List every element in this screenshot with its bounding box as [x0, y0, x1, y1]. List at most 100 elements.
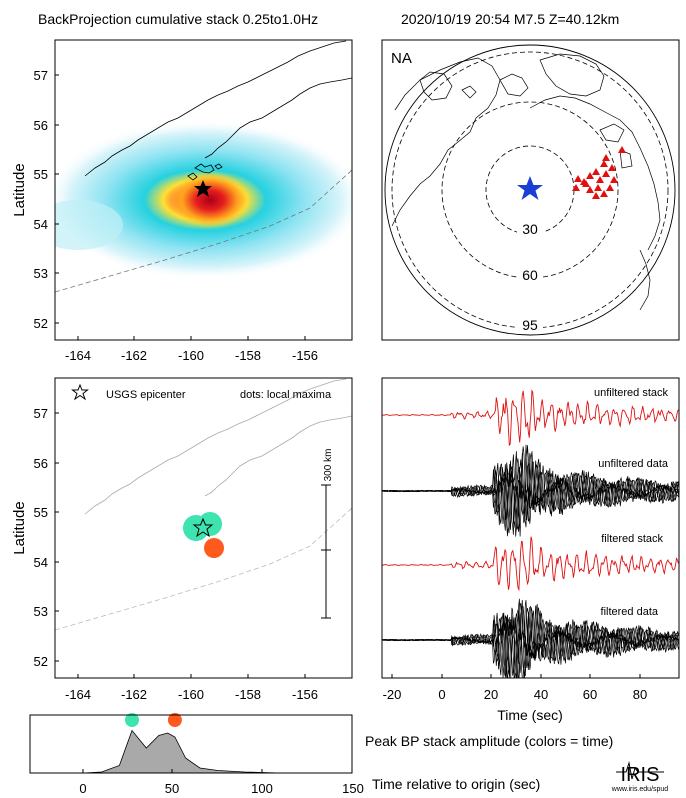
xtick: -164: [65, 348, 91, 363]
xtick: -162: [121, 348, 147, 363]
traces-panel: unfiltered stack unfiltered data filtere…: [381, 377, 680, 723]
iris-logo: IRIS www.iris.edu/spud: [611, 761, 669, 793]
peak-xlabel: Time relative to origin (sec): [372, 776, 541, 792]
maxima-xaxis: -164 -162 -160 -158 -156: [65, 674, 318, 702]
ytick: 55: [34, 167, 48, 182]
xtick: 0: [438, 687, 445, 702]
ytick: 55: [34, 505, 48, 520]
continent-greenland: [539, 53, 605, 97]
legend-dots-label: dots: local maxima: [240, 389, 332, 401]
maxima-frame: [54, 377, 353, 679]
legend-star-label: USGS epicenter: [106, 389, 186, 401]
trace-label: filtered stack: [601, 533, 663, 545]
peak-maximum-early: [125, 713, 139, 727]
data-trace: [382, 444, 679, 535]
ytick: 57: [34, 406, 48, 421]
epicenter-star: [192, 517, 214, 538]
bp-hotspot: [170, 172, 250, 228]
peak-area: [83, 729, 281, 774]
trace-filtered-data: [382, 598, 679, 678]
globe-outline: [384, 44, 676, 336]
coastline: [84, 40, 347, 177]
ring-label: 30: [522, 221, 538, 237]
ytick: 57: [34, 68, 48, 83]
ytick: 52: [34, 316, 48, 331]
epicenter-star: [194, 180, 212, 197]
xtick: 0: [79, 781, 86, 796]
xtick: -158: [235, 687, 261, 702]
trace-label: filtered data: [601, 606, 659, 618]
ytick: 54: [34, 217, 48, 232]
coastline-2: [204, 77, 352, 159]
globe-epicenter-star: [517, 176, 543, 200]
xtick: 80: [633, 687, 647, 702]
island-chain: [187, 163, 223, 181]
peak-xaxis: 0 50 100 150: [79, 769, 364, 796]
chart-title: BackProjection cumulative stack 0.25to1.…: [38, 11, 319, 27]
traces-frame: [381, 377, 680, 679]
xtick: 20: [484, 687, 498, 702]
maxima-panel: USGS epicenter dots: local maxima 300 km…: [11, 377, 353, 702]
bp-halo-left: [55, 200, 123, 250]
globe-region-label: NA: [391, 50, 412, 67]
xtick: -156: [292, 687, 318, 702]
legend-star-icon: [71, 383, 89, 401]
xtick: -164: [65, 687, 91, 702]
globe-panel: NA 30 60 95: [381, 39, 680, 341]
xtick: -158: [235, 348, 261, 363]
trench-line: [55, 507, 352, 631]
trace-unfiltered-stack: [382, 389, 679, 447]
trace-label: unfiltered data: [598, 458, 669, 470]
ytick: 53: [34, 266, 48, 281]
xtick: -160: [178, 348, 204, 363]
ring-label: 60: [522, 267, 538, 283]
xtick: -20: [383, 687, 402, 702]
event-info: 2020/10/19 20:54 M7.5 Z=40.12km: [401, 11, 620, 27]
ytick: 56: [34, 456, 48, 471]
xtick: -162: [121, 687, 147, 702]
ytick: 52: [34, 654, 48, 669]
continent-arctic: [499, 73, 633, 169]
stations: [572, 146, 626, 199]
globe-frame: [381, 39, 680, 341]
coastline-2: [204, 415, 352, 497]
trench-line: [55, 169, 352, 293]
peak-frame: [29, 714, 353, 774]
trace-unfiltered-data: [382, 444, 679, 537]
xtick: 150: [342, 781, 364, 796]
continent-asia-2: [419, 71, 477, 101]
peak-panel: 0 50 100 150: [29, 713, 364, 796]
xtick: -156: [292, 348, 318, 363]
data-trace: [382, 599, 679, 678]
trace-label: unfiltered stack: [594, 387, 668, 399]
xtick: 40: [534, 687, 548, 702]
xtick: 50: [165, 781, 179, 796]
xtick: 100: [251, 781, 273, 796]
ytick: 56: [34, 118, 48, 133]
peak-caption: Peak BP stack amplitude (colors = time): [365, 733, 614, 749]
continent-sa: [639, 249, 651, 311]
svg-text:www.iris.edu/spud: www.iris.edu/spud: [611, 786, 669, 793]
ytick: 54: [34, 555, 48, 570]
globe-ring-labels: 30 60 95: [517, 221, 543, 333]
traces-xaxis: -20 0 20 40 60 80: [383, 674, 647, 702]
ring-label: 95: [522, 317, 538, 333]
bp-map-panel: 57 56 55 54 53 52 -164 -162 -160 -158 -1…: [11, 39, 353, 363]
xtick: 60: [583, 687, 597, 702]
traces-xlabel: Time (sec): [497, 707, 563, 723]
bp-map-xaxis: -164 -162 -160 -158 -156: [65, 336, 318, 363]
scale-label: 300 km: [323, 449, 334, 482]
ytick: 53: [34, 604, 48, 619]
data-trace: [382, 600, 679, 678]
local-max-late: [204, 538, 224, 558]
trace-filtered-stack: [382, 536, 679, 592]
maxima-yaxis: 57 56 55 54 53 52: [34, 406, 59, 669]
coastline: [84, 378, 347, 515]
local-max-early-2: [198, 512, 222, 536]
maxima-ylabel: Latitude: [11, 501, 28, 554]
bp-map-ylabel: Latitude: [11, 163, 28, 216]
data-trace: [382, 451, 679, 534]
continent-na: [529, 95, 661, 251]
svg-text:IRIS: IRIS: [621, 764, 660, 786]
